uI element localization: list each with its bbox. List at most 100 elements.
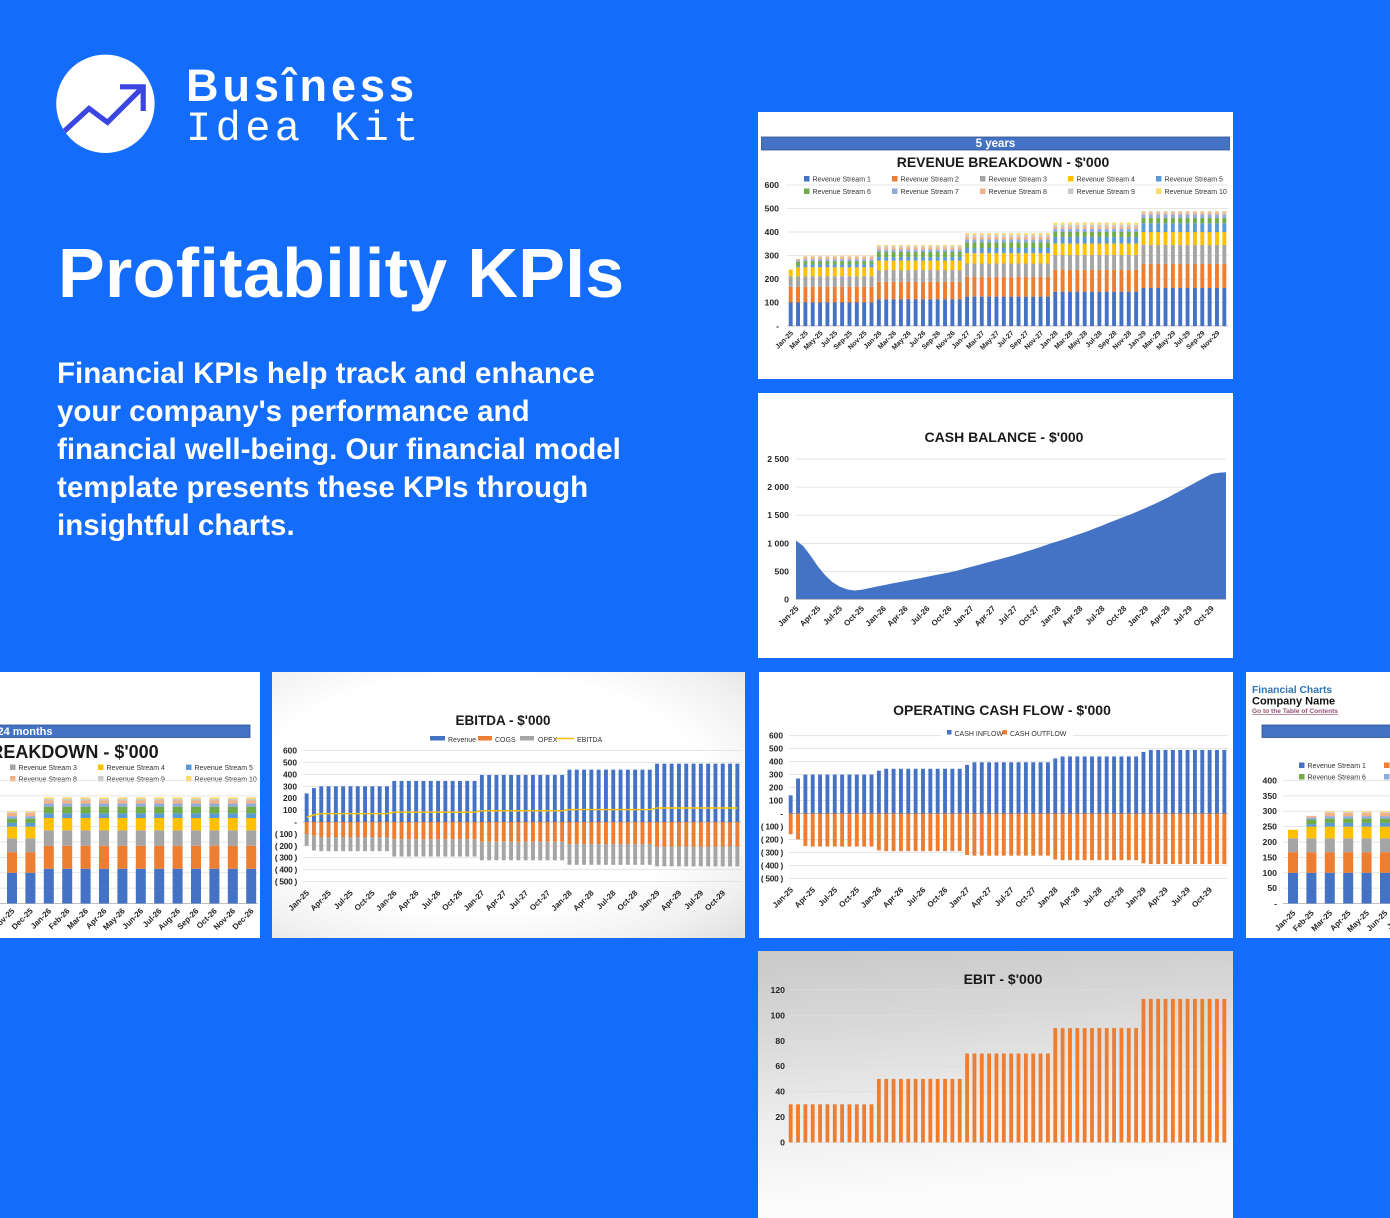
- svg-text:200: 200: [283, 793, 297, 803]
- svg-text:Oct-28: Oct-28: [616, 888, 640, 912]
- svg-text:1 000: 1 000: [767, 538, 789, 548]
- svg-text:EBIT - $'000: EBIT - $'000: [964, 971, 1043, 987]
- svg-text:-: -: [294, 817, 297, 827]
- svg-text:( 300 ): ( 300 ): [275, 853, 298, 863]
- svg-text:Jul-28: Jul-28: [1081, 885, 1104, 908]
- svg-text:24 months: 24 months: [0, 726, 53, 738]
- svg-text:Jan-29: Jan-29: [637, 888, 662, 913]
- svg-text:( 400 ): ( 400 ): [275, 865, 298, 875]
- svg-text:Jul-26: Jul-26: [420, 888, 443, 911]
- svg-text:Go to the Table of Contents: Go to the Table of Contents: [1252, 708, 1338, 715]
- svg-text:Apr-27: Apr-27: [484, 888, 509, 913]
- svg-text:( 200 ): ( 200 ): [275, 841, 298, 851]
- svg-text:Oct-26: Oct-26: [925, 885, 949, 909]
- svg-text:350: 350: [1263, 791, 1278, 801]
- svg-text:Revenue Stream 8: Revenue Stream 8: [19, 776, 77, 783]
- svg-text:( 500 ): ( 500 ): [761, 873, 784, 883]
- svg-text:Jul-27: Jul-27: [993, 885, 1016, 908]
- svg-text:Revenue Stream 3: Revenue Stream 3: [19, 765, 77, 772]
- svg-text:Jul-27: Jul-27: [996, 604, 1019, 627]
- svg-text:100: 100: [283, 805, 297, 815]
- svg-text:400: 400: [283, 769, 297, 779]
- svg-text:50: 50: [1267, 883, 1277, 893]
- svg-text:Oct-25: Oct-25: [842, 604, 866, 628]
- svg-text:( 400 ): ( 400 ): [761, 860, 784, 870]
- svg-text:Apr-28: Apr-28: [571, 888, 596, 913]
- svg-text:Revenue Stream 4: Revenue Stream 4: [1077, 176, 1135, 183]
- svg-text:100: 100: [765, 298, 780, 308]
- svg-text:Revenue Stream 10: Revenue Stream 10: [195, 776, 257, 783]
- svg-text:Apr-29: Apr-29: [1148, 604, 1173, 629]
- svg-text:Jun-26: Jun-26: [121, 906, 146, 931]
- svg-text:( 200 ): ( 200 ): [761, 834, 784, 844]
- svg-text:Revenue Stream 1: Revenue Stream 1: [813, 176, 871, 183]
- svg-text:Financial Charts: Financial Charts: [1252, 685, 1332, 696]
- svg-text:Oct-25: Oct-25: [353, 888, 377, 912]
- svg-text:Revenue Stream 9: Revenue Stream 9: [107, 776, 165, 783]
- svg-text:OPERATING CASH FLOW - $'000: OPERATING CASH FLOW - $'000: [893, 702, 1111, 718]
- svg-text:Jul-25: Jul-25: [816, 885, 839, 908]
- svg-text:Jan-27: Jan-27: [462, 888, 487, 913]
- svg-text:Jul-29: Jul-29: [1169, 885, 1192, 908]
- svg-text:400: 400: [1263, 776, 1278, 786]
- svg-text:( 500 ): ( 500 ): [275, 877, 298, 887]
- svg-text:Oct-29: Oct-29: [1192, 604, 1216, 628]
- svg-text:500: 500: [775, 566, 790, 576]
- svg-text:Jan-25: Jan-25: [771, 885, 796, 910]
- svg-text:Oct-27: Oct-27: [1014, 885, 1038, 909]
- svg-text:100: 100: [1263, 868, 1278, 878]
- svg-text:500: 500: [765, 204, 780, 214]
- svg-text:EBITDA: EBITDA: [577, 737, 603, 744]
- svg-text:600: 600: [769, 731, 783, 741]
- svg-text:-: -: [776, 321, 779, 331]
- svg-text:250: 250: [1263, 822, 1278, 832]
- svg-text:300: 300: [769, 770, 783, 780]
- svg-text:CASH INFLOW: CASH INFLOW: [955, 731, 1004, 738]
- svg-text:200: 200: [765, 274, 780, 284]
- svg-text:Jan-29: Jan-29: [1124, 885, 1149, 910]
- svg-text:0: 0: [784, 595, 789, 605]
- svg-text:150: 150: [1263, 852, 1278, 862]
- svg-text:Apr-28: Apr-28: [1057, 885, 1082, 910]
- svg-text:Jul-29: Jul-29: [1171, 604, 1194, 627]
- svg-text:Dec-26: Dec-26: [231, 906, 256, 931]
- svg-text:Apr-26: Apr-26: [396, 888, 421, 913]
- svg-text:Revenue Stream 9: Revenue Stream 9: [1077, 189, 1135, 196]
- svg-text:Revenue Stream 2: Revenue Stream 2: [901, 176, 959, 183]
- svg-text:Apr-26: Apr-26: [881, 885, 906, 910]
- svg-text:100: 100: [771, 1010, 786, 1020]
- svg-text:500: 500: [769, 744, 783, 754]
- svg-text:COGS: COGS: [495, 737, 516, 744]
- svg-text:300: 300: [765, 251, 780, 261]
- svg-text:Jan-28: Jan-28: [1035, 885, 1060, 910]
- svg-text:0: 0: [780, 1137, 785, 1147]
- svg-text:Revenue Stream 6: Revenue Stream 6: [1308, 774, 1366, 781]
- svg-text:-: -: [1274, 899, 1277, 909]
- svg-text:400: 400: [765, 227, 780, 237]
- svg-text:Apr-28: Apr-28: [1060, 604, 1085, 629]
- svg-text:Jan-28: Jan-28: [550, 888, 575, 913]
- svg-text:Jul-26: Jul-26: [905, 885, 928, 908]
- svg-text:Jan-26: Jan-26: [374, 888, 399, 913]
- svg-text:Jan-25: Jan-25: [287, 888, 312, 913]
- svg-text:Jul-27: Jul-27: [507, 888, 530, 911]
- svg-text:Oct-27: Oct-27: [528, 888, 552, 912]
- svg-text:80: 80: [775, 1036, 785, 1046]
- svg-text:Jan-25: Jan-25: [776, 604, 801, 629]
- svg-text:Jul-26: Jul-26: [909, 604, 932, 627]
- svg-text:600: 600: [765, 180, 780, 190]
- svg-text:( 300 ): ( 300 ): [761, 847, 784, 857]
- svg-text:400: 400: [769, 757, 783, 767]
- svg-text:Oct-25: Oct-25: [837, 885, 861, 909]
- svg-text:( 100 ): ( 100 ): [275, 829, 298, 839]
- svg-text:Oct-29: Oct-29: [1190, 885, 1214, 909]
- svg-text:20: 20: [775, 1112, 785, 1122]
- svg-text:300: 300: [1263, 806, 1278, 816]
- svg-text:CASH OUTFLOW: CASH OUTFLOW: [1010, 731, 1067, 738]
- svg-text:Jan-27: Jan-27: [947, 885, 972, 910]
- svg-text:Oct-28: Oct-28: [1104, 604, 1128, 628]
- svg-text:Revenue Stream 3: Revenue Stream 3: [989, 176, 1047, 183]
- svg-text:Apr-26: Apr-26: [885, 604, 910, 629]
- svg-text:Company Name: Company Name: [1252, 696, 1335, 708]
- svg-text:600: 600: [283, 746, 297, 756]
